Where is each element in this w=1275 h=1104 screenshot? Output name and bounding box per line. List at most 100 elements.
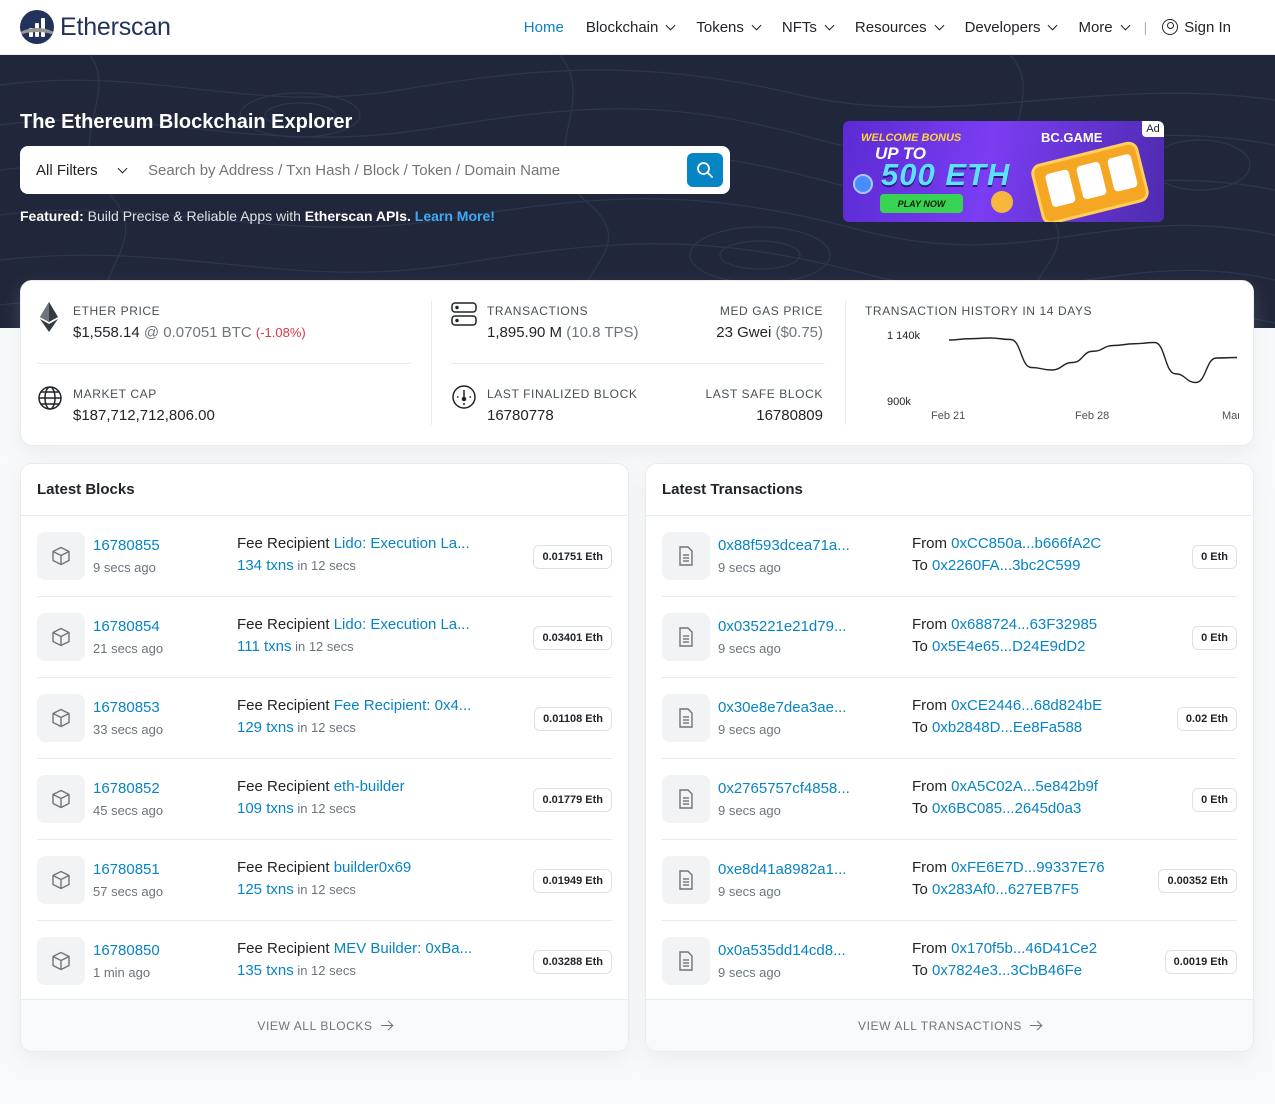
block-tile xyxy=(37,532,85,580)
search-input[interactable] xyxy=(142,161,687,179)
nav-resources-label: Resources xyxy=(854,18,927,36)
search-bar: All Filters xyxy=(20,146,730,194)
y-tick-label: 900k xyxy=(887,396,911,408)
block-number-link[interactable]: 16780850 xyxy=(93,942,160,959)
ad-banner[interactable]: WELCOME BONUS UP TO 500 ETH PLAY NOW BC.… xyxy=(843,121,1164,222)
block-txns-link[interactable]: 111 txns xyxy=(237,638,292,655)
block-number-link[interactable]: 16780854 xyxy=(93,618,160,635)
chevron-down-icon xyxy=(824,20,835,30)
arrow-right-icon xyxy=(380,1024,392,1027)
chevron-down-icon xyxy=(751,20,762,30)
fee-recipient-link[interactable]: Lido: Execution La... xyxy=(333,616,470,633)
featured-apis: Etherscan APIs. xyxy=(304,208,411,224)
block-txns-link[interactable]: 134 txns xyxy=(237,557,294,574)
tx-age: 9 secs ago xyxy=(718,560,781,575)
from-address-link[interactable]: 0x688724...63F32985 xyxy=(951,616,1098,633)
nav-more[interactable]: More xyxy=(1067,19,1139,36)
safe-block-value[interactable]: 16780809 xyxy=(756,407,823,424)
nav-nfts-label: NFTs xyxy=(781,18,817,36)
speedometer-icon xyxy=(452,385,476,409)
tx-hash-link[interactable]: 0x88f593dcea71a... xyxy=(718,537,850,554)
etherscan-logo[interactable]: Etherscan xyxy=(20,10,171,44)
fee-recipient-link[interactable]: builder0x69 xyxy=(333,859,412,876)
block-txns-link[interactable]: 125 txns xyxy=(237,881,294,898)
to-label: To xyxy=(912,557,933,574)
block-number-link[interactable]: 16780855 xyxy=(93,537,160,554)
block-number-link[interactable]: 16780851 xyxy=(93,861,160,878)
block-txns-link[interactable]: 129 txns xyxy=(237,719,294,736)
from-address-link[interactable]: 0xA5C02A...5e842b9f xyxy=(951,778,1098,795)
ether-price-stat: ETHER PRICE $1,558.14 @ 0.07051 BTC (-1.… xyxy=(73,304,306,341)
block-age: 45 secs ago xyxy=(93,803,164,818)
from-address-link[interactable]: 0x170f5b...46D41Ce2 xyxy=(951,940,1098,957)
to-address-link[interactable]: 0x2260FA...3bc2C599 xyxy=(932,557,1081,574)
to-address-link[interactable]: 0x283Af0...627EB7F5 xyxy=(932,881,1079,898)
gas-price-stat: MED GAS PRICE 23 Gwei ($0.75) xyxy=(716,304,823,341)
transaction-tile xyxy=(662,532,710,580)
finalized-block-value[interactable]: 16780778 xyxy=(487,407,554,424)
from-address-link[interactable]: 0xCC850a...b666fA2C xyxy=(951,535,1102,552)
transaction-tile xyxy=(662,856,710,904)
fee-recipient-link[interactable]: Fee Recipient: 0x4... xyxy=(333,697,472,714)
tx-hash-link[interactable]: 0x30e8e7dea3ae... xyxy=(718,699,847,716)
nav-nfts[interactable]: NFTs xyxy=(771,19,844,36)
block-txns-link[interactable]: 109 txns xyxy=(237,800,294,817)
search-button[interactable] xyxy=(687,153,723,187)
sign-in-button[interactable]: Sign In xyxy=(1151,19,1242,36)
gas-price-value[interactable]: 23 Gwei xyxy=(716,324,772,341)
search-icon xyxy=(697,162,713,178)
transactions-value[interactable]: 1,895.90 M xyxy=(487,324,563,341)
tx-hash-link[interactable]: 0xe8d41a8982a1... xyxy=(718,861,847,878)
to-address-link[interactable]: 0x6BC085...2645d0a3 xyxy=(932,800,1082,817)
fee-recipient-link[interactable]: MEV Builder: 0xBa... xyxy=(333,940,473,957)
block-row: 16780851 57 secs ago Fee Recipient builder… xyxy=(37,840,612,921)
cube-icon xyxy=(52,789,70,809)
filter-select[interactable]: All Filters xyxy=(20,146,142,194)
tx-hash-link[interactable]: 0x0a535dd14cd8... xyxy=(718,942,846,959)
ether-price-change: (-1.08%) xyxy=(255,325,306,340)
from-address-link[interactable]: 0xCE2446...68d824bE xyxy=(951,697,1103,714)
nav-tokens-label: Tokens xyxy=(696,18,744,36)
nav-home-label: Home xyxy=(523,18,564,36)
nav-developers[interactable]: Developers xyxy=(954,19,1068,36)
block-reward-badge: 0.03288 Eth xyxy=(533,950,612,974)
view-all-blocks-button[interactable]: VIEW ALL BLOCKS xyxy=(21,999,628,1051)
tx-history-chart-svg[interactable]: 1 140k 900k Feb 21 Feb 28 Mar 7 xyxy=(859,327,1239,431)
ad-brand-text: BC.GAME xyxy=(1041,130,1103,145)
to-address-link[interactable]: 0x7824e3...3CbB46Fe xyxy=(932,962,1083,979)
nav-home[interactable]: Home xyxy=(513,19,575,36)
ad-amount-text: 500 ETH xyxy=(881,157,1011,192)
block-number-link[interactable]: 16780853 xyxy=(93,699,160,716)
fee-recipient-label: Fee Recipient xyxy=(237,940,334,957)
transaction-row: 0x035221e21d79... 9 secs ago From 0x688724… xyxy=(662,597,1237,678)
block-number-link[interactable]: 16780852 xyxy=(93,780,160,797)
to-address-link[interactable]: 0xb2848D...Ee8Fa588 xyxy=(932,719,1083,736)
coin-graphic xyxy=(853,174,873,194)
block-reward-badge: 0.03401 Eth xyxy=(533,626,612,650)
ad-play-button[interactable]: PLAY NOW xyxy=(880,194,963,213)
fee-recipient-link[interactable]: Lido: Execution La... xyxy=(333,535,470,552)
from-address-link[interactable]: 0xFE6E7D...99337E76 xyxy=(951,859,1105,876)
block-age: 57 secs ago xyxy=(93,884,164,899)
tx-hash-link[interactable]: 0x2765757cf4858... xyxy=(718,780,850,797)
fee-recipient-label: Fee Recipient xyxy=(237,697,334,714)
nav-tokens[interactable]: Tokens xyxy=(685,19,771,36)
document-icon xyxy=(679,870,693,890)
view-all-transactions-button[interactable]: VIEW ALL TRANSACTIONS xyxy=(646,999,1253,1051)
block-txns-link[interactable]: 135 txns xyxy=(237,962,294,979)
tx-age: 9 secs ago xyxy=(718,965,781,980)
fee-recipient-link[interactable]: eth-builder xyxy=(333,778,405,795)
tx-hash-link[interactable]: 0x035221e21d79... xyxy=(718,618,847,635)
ether-price-value[interactable]: $1,558.14 xyxy=(73,324,140,341)
block-tile xyxy=(37,856,85,904)
latest-blocks-title: Latest Blocks xyxy=(21,464,628,516)
nav-blockchain[interactable]: Blockchain xyxy=(575,19,686,36)
to-label: To xyxy=(912,800,933,817)
nav-blockchain-label: Blockchain xyxy=(585,18,659,36)
block-reward-badge: 0.01949 Eth xyxy=(533,869,612,893)
block-tile xyxy=(37,775,85,823)
to-address-link[interactable]: 0x5E4e65...D24E9dD2 xyxy=(932,638,1086,655)
tx-value-badge: 0 Eth xyxy=(1192,626,1237,650)
learn-more-link[interactable]: Learn More! xyxy=(414,208,495,224)
nav-resources[interactable]: Resources xyxy=(844,19,954,36)
